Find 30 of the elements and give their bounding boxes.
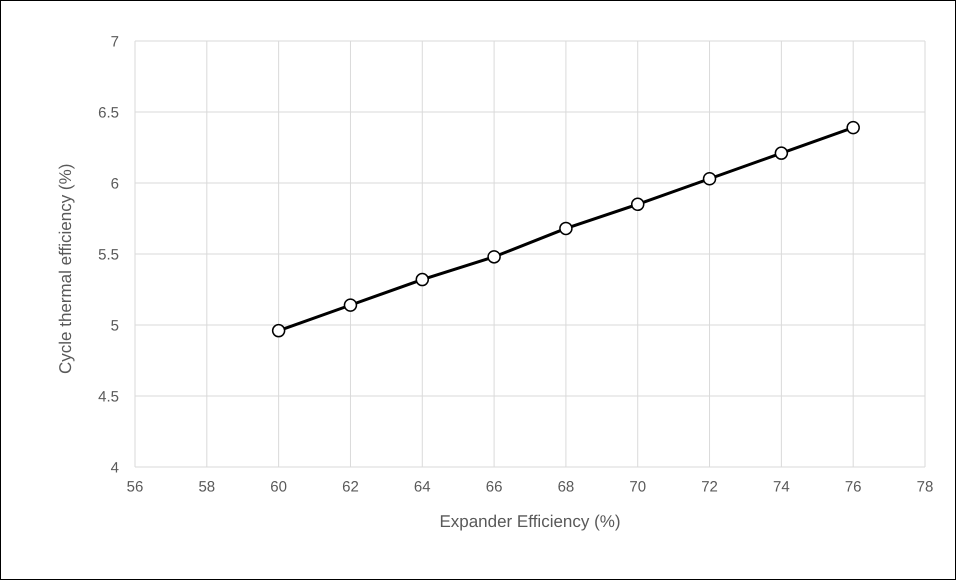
y-tick-label: 4.5 [98,388,119,406]
point [344,298,358,312]
point [416,272,430,286]
x-tick-label: 78 [916,478,934,496]
y-tick-label: 5.5 [98,246,119,264]
y-tick-label: 6 [110,175,119,192]
x-tick-label: 74 [773,478,790,496]
y-tick-label: 7 [110,33,119,50]
y-tick-label: 6.5 [98,104,119,122]
y-tick-label: 5 [110,317,119,334]
x-axis-title: Expander Efficiency (%) [439,512,621,531]
point [559,222,573,236]
point [774,146,788,160]
point [630,198,644,212]
x-tick-label: 62 [342,478,359,496]
point [272,324,286,338]
x-tick-label: 64 [414,478,431,496]
point [487,250,501,264]
x-tick-label: 66 [486,478,502,496]
x-tick-label: 68 [558,478,574,496]
point [702,172,716,186]
x-tick-label: 60 [270,478,287,496]
x-tick-label: 58 [198,478,216,496]
y-axis-title: Cycle thermal efficiency (%) [56,164,76,374]
y-tick-label: 4 [110,459,119,476]
x-tick-label: 76 [844,478,862,496]
x-tick-label: 56 [126,478,144,496]
point [846,120,860,134]
x-tick-label: 72 [701,478,718,496]
x-tick-label: 70 [629,478,646,496]
